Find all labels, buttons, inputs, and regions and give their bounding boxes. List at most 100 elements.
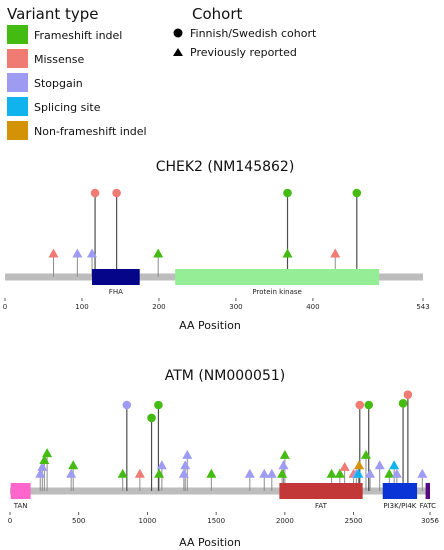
variant-markers — [48, 188, 362, 258]
triangle-marker-stopgain — [391, 468, 402, 478]
x-tick-label: 200 — [152, 303, 165, 311]
cohort-legend-title: Cohort — [192, 5, 243, 23]
cohort-item-label: Previously reported — [190, 46, 297, 59]
legend-label-missense: Missense — [34, 53, 84, 66]
triangle-marker-missense — [330, 248, 341, 258]
x-tick-label: 2000 — [276, 517, 294, 525]
triangle-marker-stopgain — [72, 248, 83, 258]
triangle-marker-stopgain — [266, 468, 277, 478]
legend-label-nonframeshift: Non-frameshift indel — [34, 125, 147, 138]
domain-fat — [279, 483, 363, 499]
x-tick-label: 3056 — [421, 517, 439, 525]
domain-fatc — [425, 483, 430, 499]
circle-marker-frameshift — [364, 400, 374, 410]
x-tick-label: 100 — [75, 303, 88, 311]
domain-pi3k-pi4k — [382, 483, 418, 499]
circle-marker-missense — [90, 188, 100, 198]
domain-protein-kinase — [175, 269, 380, 285]
x-tick-label: 0 — [8, 517, 12, 525]
x-tick-label: 2500 — [345, 517, 363, 525]
panel-title: ATM (NM000051) — [165, 368, 286, 384]
triangle-marker-frameshift — [42, 448, 53, 458]
triangle-marker-stopgain — [417, 468, 428, 478]
protein-backbone — [10, 487, 430, 495]
legend-swatch-stopgain — [7, 73, 28, 92]
triangle-marker-nonframeshift — [354, 460, 365, 470]
domain-label: PI3K/PI4K — [383, 502, 416, 510]
legend-label-splicing: Splicing site — [34, 101, 101, 114]
triangle-marker-missense — [48, 248, 59, 258]
circle-marker-missense — [112, 188, 121, 198]
domain-label: FAT — [315, 502, 328, 510]
variant-type-legend-title: Variant type — [7, 5, 98, 23]
domain-tan — [10, 483, 31, 499]
domain-label: FHA — [109, 288, 123, 296]
triangle-marker-frameshift — [154, 468, 165, 478]
triangle-marker-frameshift — [68, 460, 79, 470]
x-tick-label: 0 — [3, 303, 7, 311]
legend-swatch-nonframeshift — [7, 121, 28, 140]
triangle-marker-frameshift — [334, 468, 345, 478]
cohort-item-label: Finnish/Swedish cohort — [190, 27, 317, 40]
triangle-marker-stopgain — [66, 468, 77, 478]
triangle-marker-frameshift — [206, 468, 217, 478]
variant-type-legend: Variant type Frameshift indel Missense Sto… — [7, 5, 147, 140]
variant-stems — [39, 394, 423, 491]
legend-label-stopgain: Stopgain — [34, 77, 83, 90]
chek2-lollipop-panel: CHEK2 (NM145862) AA Position FHA Protein … — [3, 159, 430, 332]
variant-markers — [35, 390, 428, 478]
triangle-marker-stopgain — [182, 449, 193, 459]
circle-marker-frameshift — [398, 398, 408, 408]
circle-marker-icon — [173, 28, 183, 38]
legend-swatch-missense — [7, 49, 28, 68]
atm-lollipop-panel: ATM (NM000051) AA Position TAN FAT PI3K/PI… — [8, 368, 440, 549]
legend-label-frameshift: Frameshift indel — [34, 29, 122, 42]
triangle-marker-icon — [173, 48, 183, 56]
triangle-marker-frameshift — [279, 449, 290, 459]
x-tick-label: 300 — [229, 303, 242, 311]
x-axis-label: AA Position — [179, 319, 241, 332]
x-axis-label: AA Position — [179, 536, 241, 549]
triangle-marker-frameshift — [360, 449, 371, 459]
triangle-marker-stopgain — [86, 248, 97, 258]
x-tick-label: 400 — [306, 303, 319, 311]
triangle-marker-stopgain — [156, 460, 167, 470]
triangle-marker-frameshift — [282, 248, 293, 258]
cohort-legend: Cohort Finnish/Swedish cohort Previously… — [173, 5, 317, 59]
circle-marker-missense — [403, 390, 413, 399]
x-tick-label: 1500 — [207, 517, 225, 525]
triangle-marker-frameshift — [384, 468, 395, 478]
domain-label: Protein kinase — [252, 288, 301, 296]
triangle-marker-missense — [134, 468, 145, 478]
circle-marker-frameshift — [147, 413, 156, 423]
triangle-marker-stopgain — [244, 468, 255, 478]
triangle-marker-frameshift — [153, 248, 164, 258]
triangle-marker-stopgain — [278, 460, 289, 470]
circle-marker-frameshift — [154, 400, 163, 410]
legend-swatch-frameshift — [7, 25, 28, 44]
triangle-marker-splicing — [353, 468, 364, 478]
x-tick-label: 500 — [72, 517, 85, 525]
circle-marker-frameshift — [352, 188, 362, 198]
circle-marker-missense — [355, 400, 365, 410]
x-tick-label: 543 — [416, 303, 429, 311]
triangle-marker-frameshift — [277, 468, 288, 478]
x-tick-label: 1000 — [139, 517, 157, 525]
triangle-marker-stopgain — [259, 468, 270, 478]
triangle-marker-frameshift — [326, 468, 337, 478]
triangle-marker-stopgain — [365, 468, 376, 478]
triangle-marker-stopgain — [35, 468, 46, 478]
triangle-marker-stopgain — [37, 461, 48, 471]
triangle-marker-splicing — [389, 460, 400, 470]
triangle-marker-frameshift — [117, 468, 128, 478]
domain-label: FATC — [420, 502, 436, 510]
triangle-marker-stopgain — [178, 468, 189, 478]
legend-swatch-splicing — [7, 97, 28, 116]
variant-stems — [52, 193, 358, 277]
triangle-marker-frameshift — [39, 455, 50, 465]
triangle-marker-stopgain — [180, 460, 191, 470]
triangle-marker-missense — [339, 461, 350, 471]
circle-marker-frameshift — [283, 188, 292, 198]
circle-marker-stopgain — [122, 400, 132, 410]
